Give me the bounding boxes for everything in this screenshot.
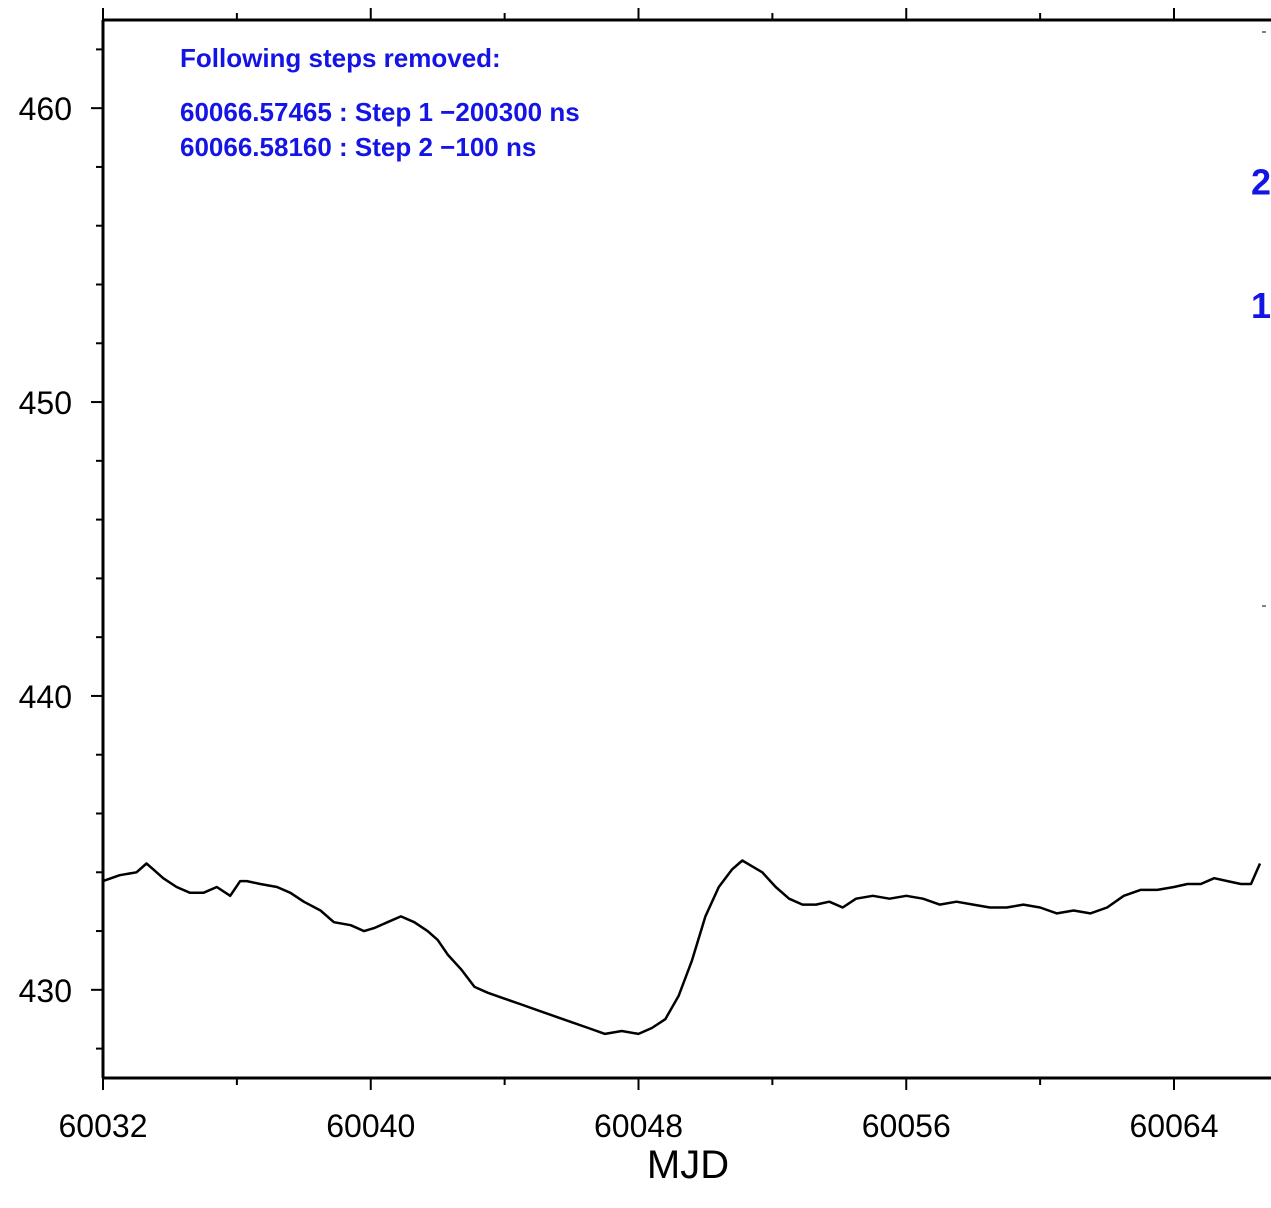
step-marker-label: 1	[1251, 285, 1271, 326]
x-tick-label: 60040	[326, 1108, 415, 1144]
steps-note-line-1: 60066.57465 : Step 1 −200300 ns	[180, 97, 580, 127]
steps-note-line-2: 60066.58160 : Step 2 −100 ns	[180, 132, 536, 162]
x-axis-title: MJD	[647, 1143, 729, 1187]
x-tick-label: 60056	[862, 1108, 951, 1144]
x-ticks: 60032 60040 60048 60056 60064	[59, 8, 1219, 1144]
steps-note-heading: Following steps removed:	[180, 43, 501, 73]
y-ticks: 430 440 450 460	[19, 31, 1266, 1050]
y-tick-label: 450	[19, 385, 72, 421]
step-marker-label: 2	[1251, 162, 1271, 203]
steps-note: Following steps removed: 60066.57465 : S…	[180, 43, 580, 162]
x-tick-label: 60064	[1130, 1108, 1219, 1144]
series-group	[102, 859, 1262, 1036]
y-tick-label: 440	[19, 679, 72, 715]
y-tick-label: 460	[19, 91, 72, 127]
x-tick-label: 60032	[59, 1108, 148, 1144]
series-line	[102, 859, 1262, 1036]
y-tick-label: 430	[19, 973, 72, 1009]
x-tick-label: 60048	[594, 1108, 683, 1144]
step-markers: 21	[1251, 162, 1271, 326]
plot-frame	[101, 18, 1271, 1080]
